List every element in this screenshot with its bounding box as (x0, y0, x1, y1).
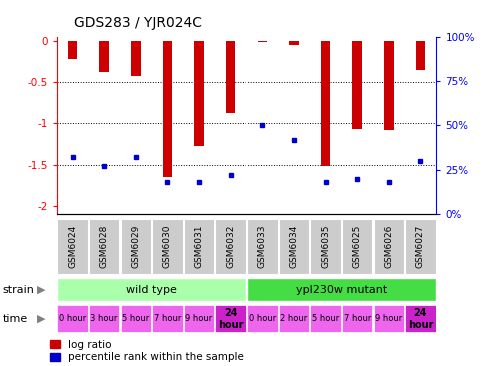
FancyBboxPatch shape (374, 305, 404, 332)
Text: 0 hour: 0 hour (248, 314, 276, 323)
Text: 3 hour: 3 hour (90, 314, 118, 323)
FancyBboxPatch shape (247, 219, 278, 274)
FancyBboxPatch shape (279, 219, 309, 274)
Text: 7 hour: 7 hour (154, 314, 181, 323)
Text: GSM6025: GSM6025 (352, 224, 362, 268)
FancyBboxPatch shape (121, 219, 151, 274)
FancyBboxPatch shape (152, 219, 182, 274)
FancyBboxPatch shape (89, 219, 119, 274)
Text: GSM6032: GSM6032 (226, 224, 235, 268)
Text: GSM6026: GSM6026 (385, 224, 393, 268)
FancyBboxPatch shape (215, 305, 246, 332)
Text: 0 hour: 0 hour (59, 314, 86, 323)
FancyBboxPatch shape (152, 305, 182, 332)
FancyBboxPatch shape (374, 219, 404, 274)
Text: 9 hour: 9 hour (185, 314, 212, 323)
Bar (289, 41, 299, 45)
Text: 24
hour: 24 hour (408, 308, 433, 330)
Bar (163, 41, 172, 177)
Text: GSM6035: GSM6035 (321, 224, 330, 268)
FancyBboxPatch shape (57, 278, 246, 301)
Text: GSM6033: GSM6033 (258, 224, 267, 268)
FancyBboxPatch shape (342, 305, 372, 332)
FancyBboxPatch shape (405, 219, 436, 274)
Text: 2 hour: 2 hour (281, 314, 308, 323)
FancyBboxPatch shape (57, 305, 88, 332)
Text: ▶: ▶ (37, 284, 45, 295)
Text: ▶: ▶ (37, 314, 45, 324)
FancyBboxPatch shape (247, 305, 278, 332)
FancyBboxPatch shape (121, 305, 151, 332)
Bar (384, 41, 393, 130)
Text: GSM6030: GSM6030 (163, 224, 172, 268)
Text: GSM6027: GSM6027 (416, 224, 425, 268)
Legend: log ratio, percentile rank within the sample: log ratio, percentile rank within the sa… (50, 340, 244, 362)
FancyBboxPatch shape (247, 278, 436, 301)
Text: GSM6029: GSM6029 (131, 224, 141, 268)
Text: 5 hour: 5 hour (122, 314, 149, 323)
Text: GDS283 / YJR024C: GDS283 / YJR024C (74, 16, 202, 30)
Bar (68, 41, 77, 59)
FancyBboxPatch shape (311, 219, 341, 274)
Bar (226, 41, 236, 113)
FancyBboxPatch shape (57, 219, 88, 274)
Text: wild type: wild type (126, 284, 177, 295)
Bar (321, 41, 330, 166)
Text: 7 hour: 7 hour (344, 314, 371, 323)
Text: ypl230w mutant: ypl230w mutant (296, 284, 387, 295)
Text: GSM6034: GSM6034 (289, 224, 298, 268)
FancyBboxPatch shape (311, 305, 341, 332)
Text: 24
hour: 24 hour (218, 308, 244, 330)
Text: GSM6024: GSM6024 (68, 224, 77, 268)
Bar (257, 41, 267, 42)
FancyBboxPatch shape (184, 305, 214, 332)
Text: time: time (2, 314, 28, 324)
Text: 9 hour: 9 hour (375, 314, 402, 323)
FancyBboxPatch shape (279, 305, 309, 332)
FancyBboxPatch shape (215, 219, 246, 274)
Text: GSM6028: GSM6028 (100, 224, 108, 268)
FancyBboxPatch shape (405, 305, 436, 332)
Text: strain: strain (2, 284, 35, 295)
Bar (131, 41, 141, 76)
Bar (352, 41, 362, 129)
Text: 5 hour: 5 hour (312, 314, 339, 323)
FancyBboxPatch shape (184, 219, 214, 274)
Bar (100, 41, 109, 72)
FancyBboxPatch shape (89, 305, 119, 332)
FancyBboxPatch shape (342, 219, 372, 274)
Bar (416, 41, 425, 70)
Text: GSM6031: GSM6031 (195, 224, 204, 268)
Bar (194, 41, 204, 146)
